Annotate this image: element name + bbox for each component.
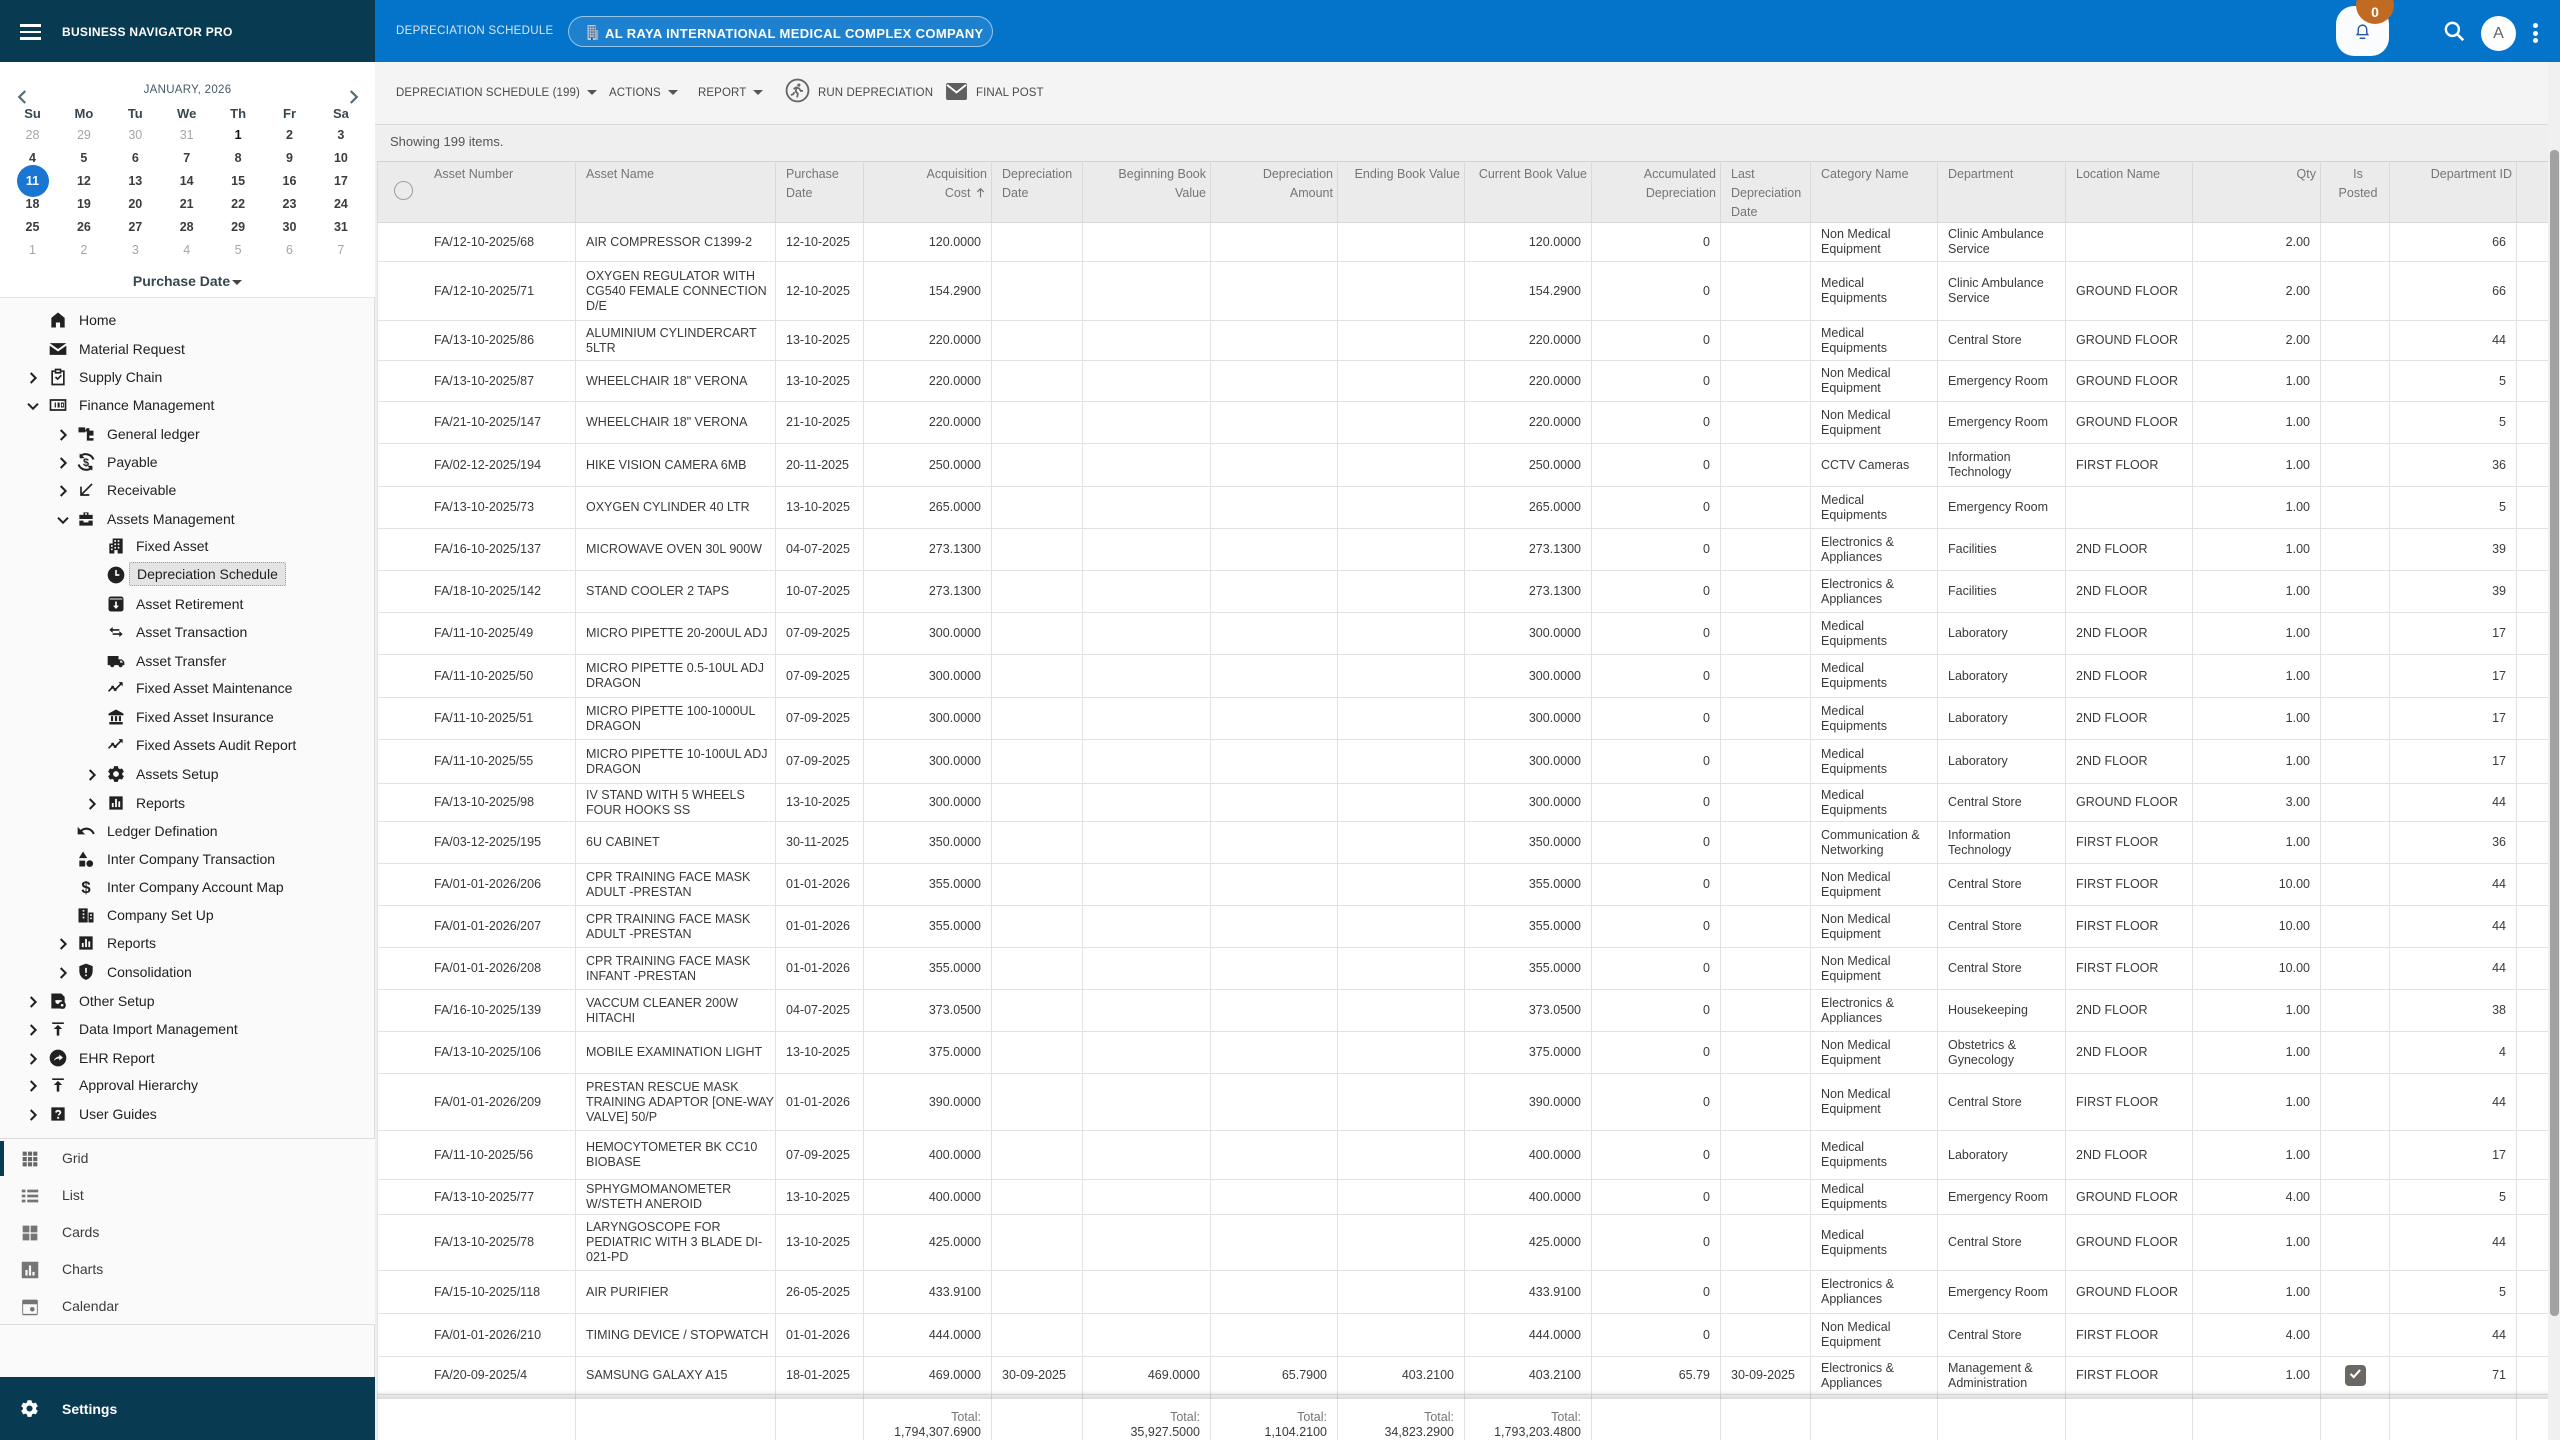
svg-text:$: $ [83, 457, 89, 469]
svg-text:$: $ [81, 878, 91, 897]
